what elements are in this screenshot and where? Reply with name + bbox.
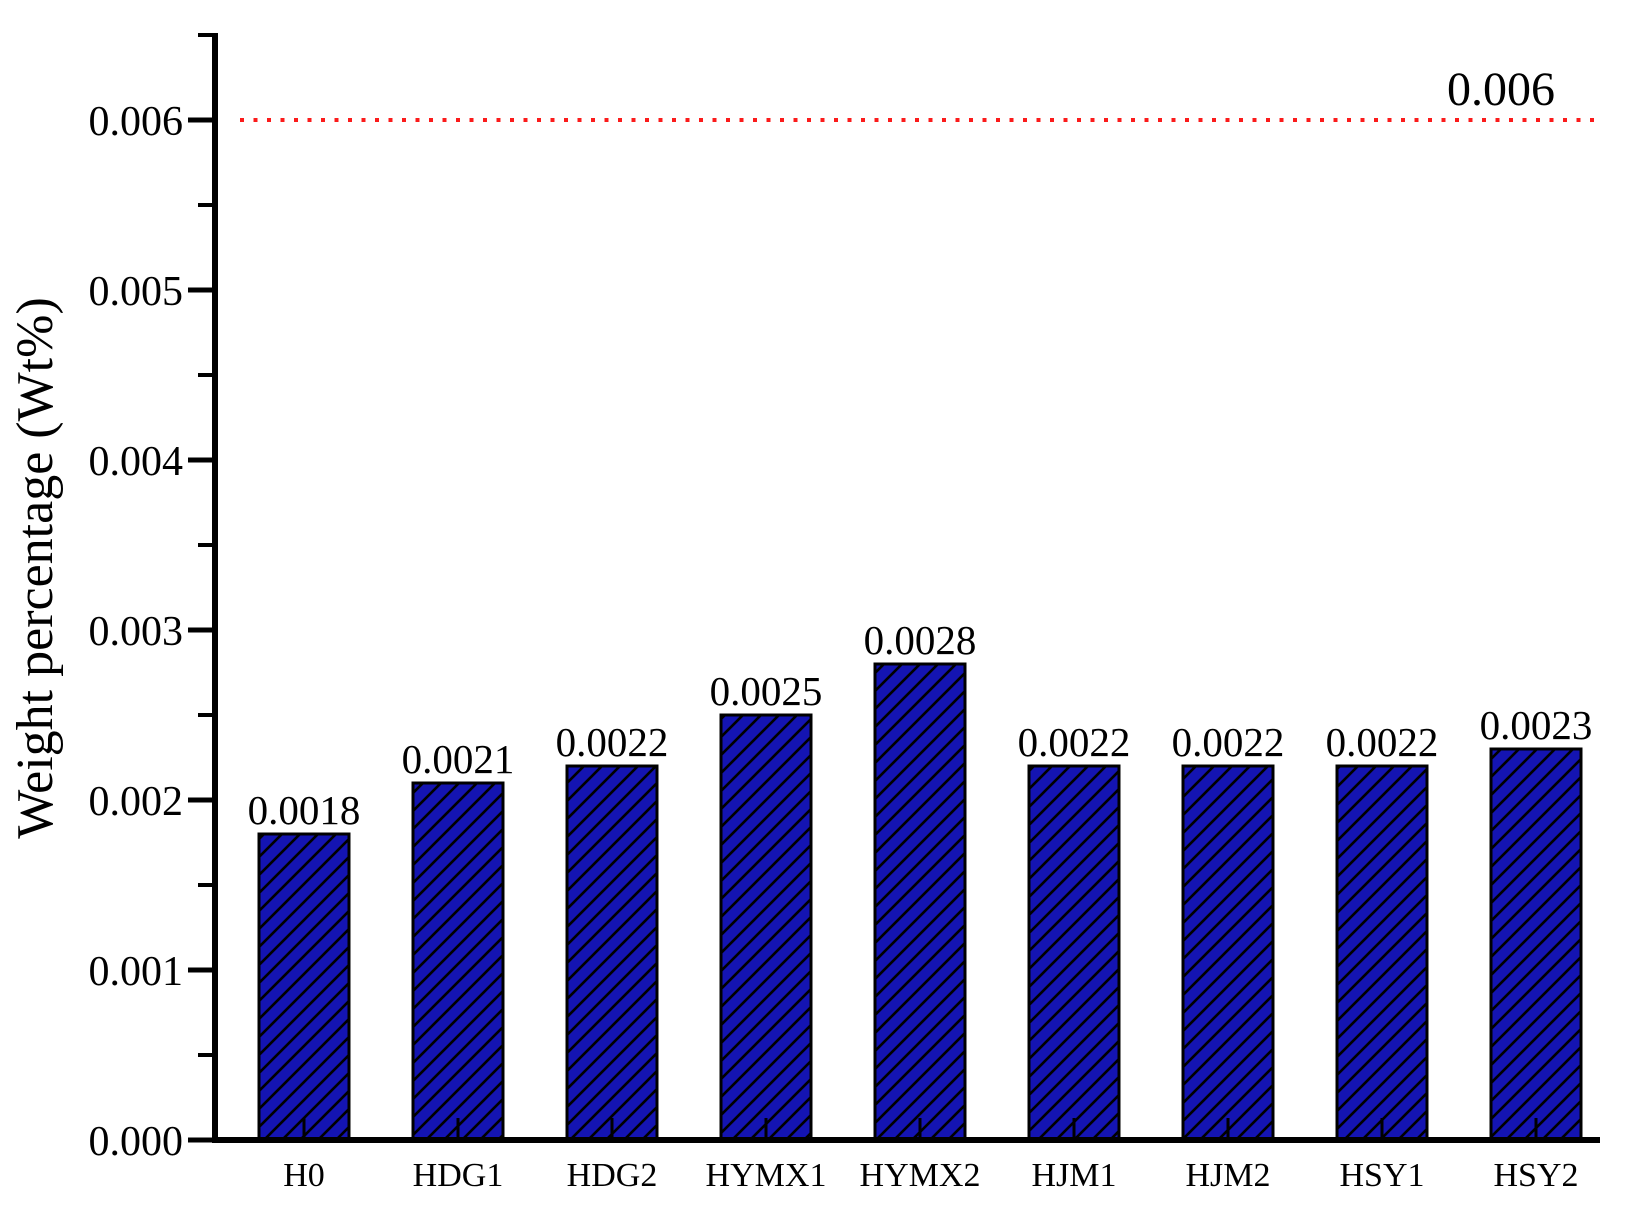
bar-H0 [257,832,351,1142]
x-tick-label-HSY1: HSY1 [1339,1157,1424,1194]
bar-HYMX2 [873,662,967,1142]
x-tick-label-H0: H0 [283,1157,325,1194]
bar-HJM1 [1027,764,1121,1142]
x-tick-label-HJM1: HJM1 [1031,1157,1116,1194]
bar-value-label-HSY1: 0.0022 [1326,719,1439,765]
bar-value-label-HDG1: 0.0021 [402,736,515,782]
y-tick-label: 0.003 [89,609,184,655]
bar-HYMX1 [719,713,813,1142]
bar-HDG2 [565,764,659,1142]
x-tick-label-HSY2: HSY2 [1493,1157,1578,1194]
x-tick-label-HYMX1: HYMX1 [706,1157,827,1194]
x-tick-label-HJM2: HJM2 [1185,1157,1270,1194]
y-tick-label: 0.004 [89,439,184,485]
bar-value-label-H0: 0.0018 [248,787,361,833]
bar-HDG1 [411,781,505,1142]
y-tick-label: 0.000 [89,1119,184,1165]
y-tick-label: 0.005 [89,269,184,315]
bar-value-label-HYMX1: 0.0025 [710,668,823,714]
y-tick-label: 0.001 [89,949,184,995]
bar-value-label-HYMX2: 0.0028 [864,617,977,663]
x-tick-label-HDG2: HDG2 [567,1157,658,1194]
y-tick-label: 0.006 [89,99,184,145]
bar-value-label-HSY2: 0.0023 [1480,702,1593,748]
x-tick-label-HYMX2: HYMX2 [860,1157,981,1194]
bar-value-label-HJM1: 0.0022 [1018,719,1131,765]
bar-HSY1 [1335,764,1429,1142]
reference-line-label: 0.006 [1447,63,1555,116]
x-tick-label-HDG1: HDG1 [413,1157,504,1194]
bar-value-label-HJM2: 0.0022 [1172,719,1285,765]
bar-value-label-HDG2: 0.0022 [556,719,669,765]
y-tick-label: 0.002 [89,779,184,825]
bar-HSY2 [1489,747,1583,1142]
bar-HJM2 [1181,764,1275,1142]
y-axis-title: Weight percentage (Wt%) [7,297,64,839]
